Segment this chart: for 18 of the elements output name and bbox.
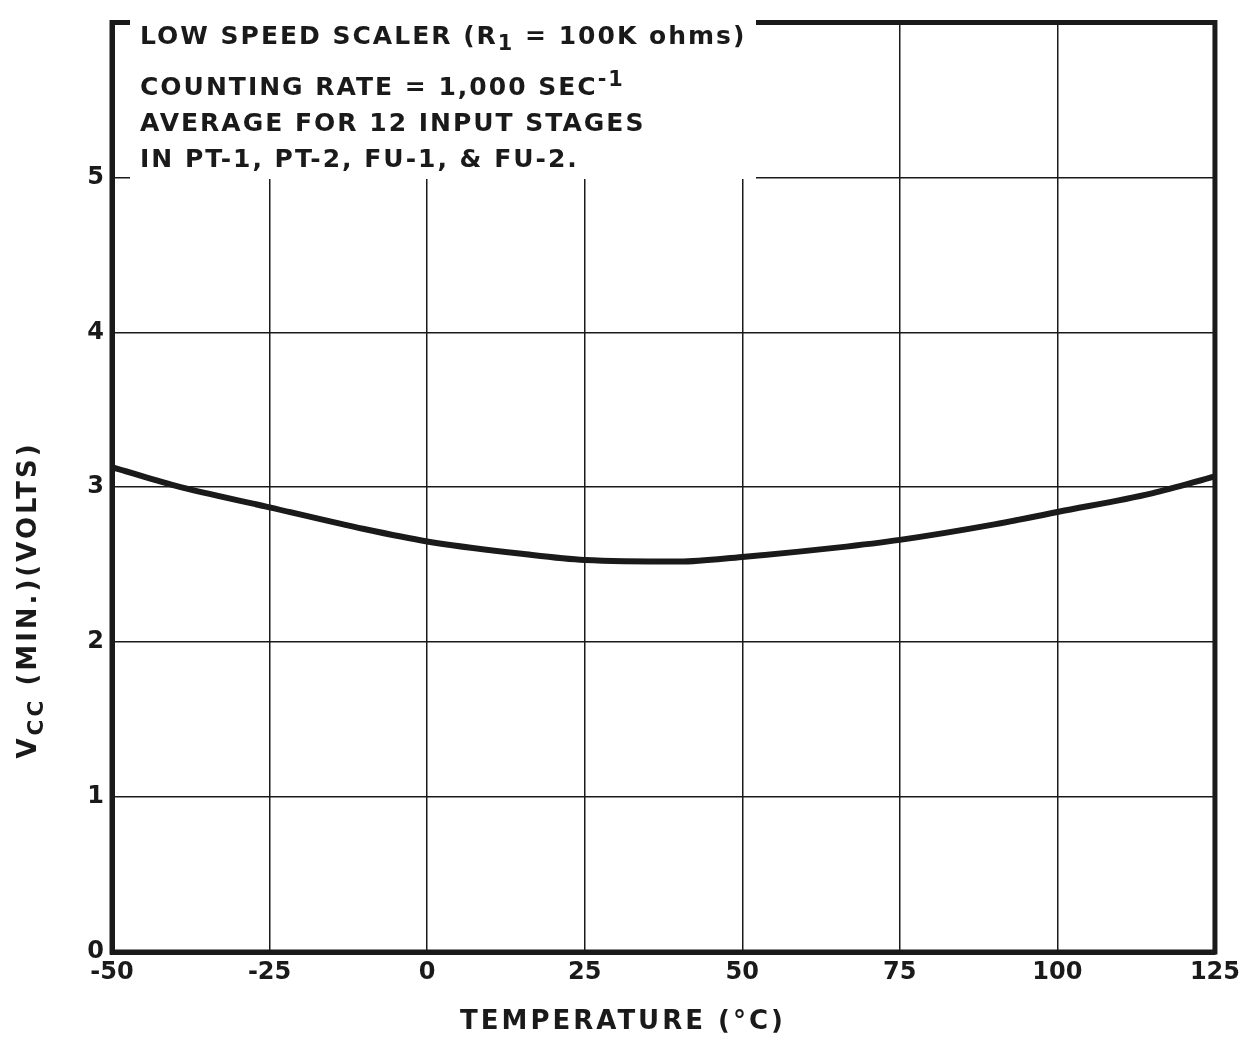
- annotation: IN PT-1, PT-2, FU-1, & FU-2.: [140, 143, 580, 176]
- x-axis-title: TEMPERATURE (°C): [459, 1005, 787, 1035]
- y-tick-label: 2: [87, 626, 104, 655]
- x-tick-label: 75: [883, 956, 917, 985]
- y-tick-label: 4: [87, 316, 104, 345]
- x-tick-label: 100: [1032, 956, 1083, 985]
- x-tick-label: 0: [418, 956, 436, 985]
- annotation: COUNTING RATE = 1,000 SEC$^{-1}$: [140, 66, 626, 104]
- x-tick-label: -25: [247, 956, 292, 985]
- y-tick-label: 0: [87, 936, 104, 965]
- x-tick-label: 25: [567, 956, 602, 985]
- x-tick-label: 50: [725, 956, 759, 985]
- y-tick-label: 3: [87, 471, 104, 500]
- annotation: LOW SPEED SCALER (R$_{1}$ = 100K ohms): [140, 20, 747, 57]
- x-tick-label: 125: [1189, 956, 1241, 985]
- y-tick-label: 5: [87, 161, 104, 190]
- annotation: AVERAGE FOR 12 INPUT STAGES: [140, 107, 647, 140]
- y-tick-label: 1: [87, 781, 104, 810]
